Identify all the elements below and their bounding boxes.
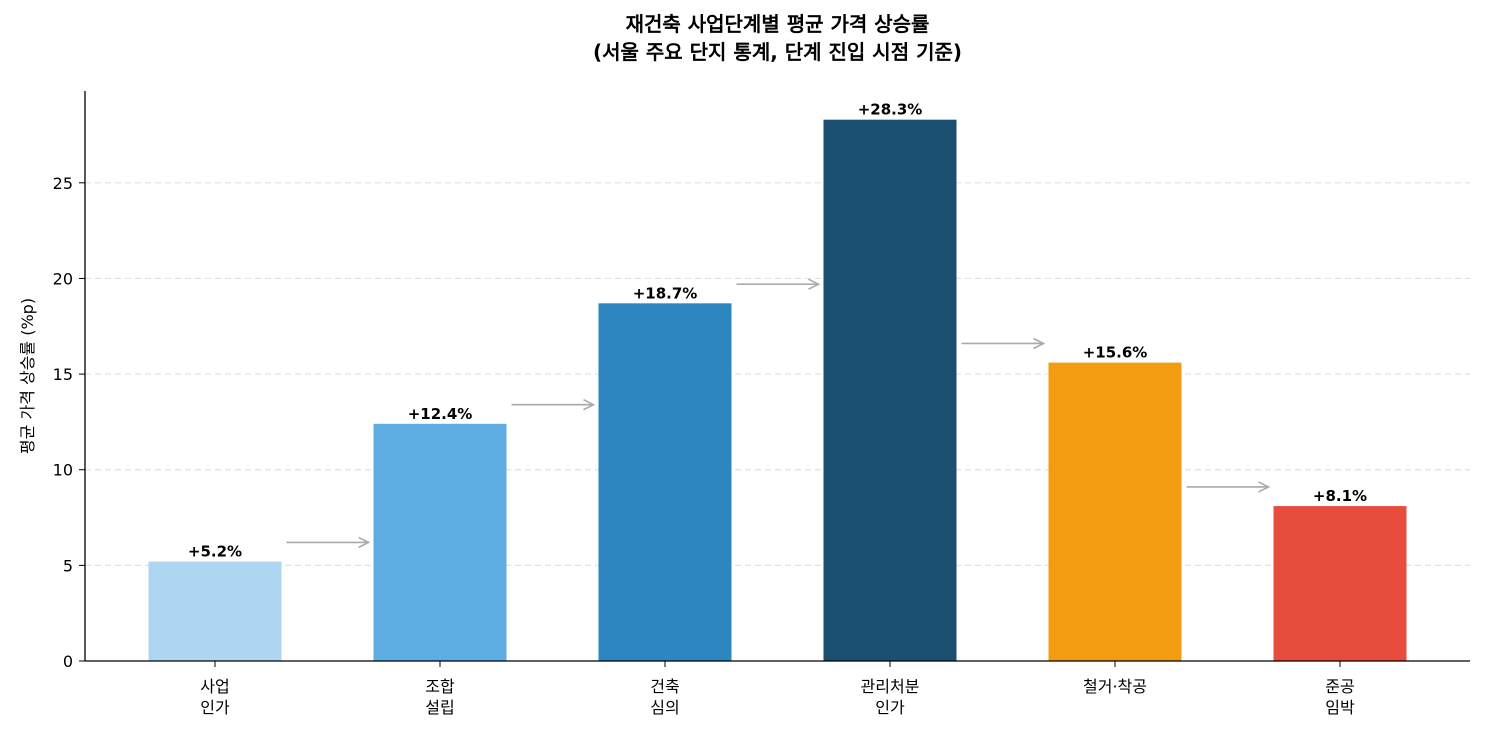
y-tick-label: 10 [53,461,73,480]
value-label: +8.1% [1313,487,1367,505]
x-tick-label: 설립 [425,698,454,717]
x-tick-label: 철거·착공 [1083,677,1147,696]
arrows [286,278,1271,549]
bar [823,119,957,661]
y-axis-label: 평균 가격 상승률 (%p) [18,298,37,454]
y-tick-label: 25 [53,174,73,193]
axes [79,91,1470,667]
grid-lines [85,182,1470,566]
x-tick-label: 준공 [1325,677,1354,696]
bar [1273,506,1407,661]
bar [148,561,282,661]
arrow-head [358,536,371,549]
value-labels: +5.2% +12.4% +18.7% +28.3% +15.6% +8.1% [188,101,1367,561]
value-label: +5.2% [188,543,242,561]
arrow-head [1258,481,1271,493]
chart-title-line-2: (서울 주요 단지 통계, 단계 진입 시점 기준) [592,40,963,64]
arrow-head [1033,337,1046,350]
y-tick-label: 0 [63,652,73,671]
x-tick-label: 관리처분 [861,677,920,696]
x-tick-label: 심의 [650,698,679,717]
x-tick-label: 조합 [425,677,455,696]
x-tick-label: 인가 [200,698,230,717]
bar [598,303,732,661]
x-tick-label: 임박 [1325,698,1355,717]
y-tick-label: 5 [63,556,73,575]
x-tick-label: 인가 [875,698,905,717]
y-tick-label: 15 [53,365,73,384]
chart-title: 재건축 사업단계별 평균 가격 상승률 (서울 주요 단지 통계, 단계 진입 … [0,10,1485,66]
chart-title-line-1: 재건축 사업단계별 평균 가격 상승률 [625,12,930,36]
bars [148,119,1407,661]
value-label: +15.6% [1083,344,1148,362]
arrow-head [583,398,596,411]
value-label: +12.4% [408,405,473,423]
x-tick-label: 건축 [650,677,679,696]
x-tick-label: 사업 [200,677,229,696]
bar [1048,362,1182,661]
arrow-head [808,278,821,290]
value-label: +28.3% [858,101,923,119]
y-tick-labels: 0 5 10 15 20 25 [53,174,73,671]
bar [373,423,507,661]
y-tick-label: 20 [53,269,73,288]
value-label: +18.7% [633,284,698,302]
